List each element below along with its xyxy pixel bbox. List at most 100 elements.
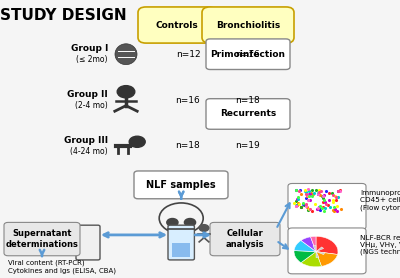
Text: n=19: n=19 xyxy=(236,142,260,150)
Circle shape xyxy=(129,136,145,147)
Point xyxy=(307,207,314,212)
Text: NLF-BCR repertoires
VHμ, VHγ, VHα
(NGS techniques): NLF-BCR repertoires VHμ, VHγ, VHα (NGS t… xyxy=(360,235,400,255)
FancyBboxPatch shape xyxy=(168,225,194,260)
Point xyxy=(306,198,313,202)
Point xyxy=(315,192,321,197)
Point xyxy=(316,207,322,211)
Point xyxy=(334,195,341,199)
Point xyxy=(295,195,302,199)
FancyBboxPatch shape xyxy=(202,7,294,43)
Point xyxy=(330,209,337,214)
Point xyxy=(302,188,308,193)
Point xyxy=(315,206,321,210)
Point xyxy=(298,205,304,210)
Point xyxy=(308,188,315,192)
Wedge shape xyxy=(294,240,316,252)
Point xyxy=(306,206,312,211)
Text: n=16: n=16 xyxy=(236,50,260,59)
Point xyxy=(304,187,311,192)
Point xyxy=(304,193,311,198)
Text: Primoinfection: Primoinfection xyxy=(210,50,286,59)
Point xyxy=(303,202,310,206)
Point xyxy=(332,193,338,198)
Point xyxy=(318,189,324,193)
Point xyxy=(307,192,313,197)
Point xyxy=(303,190,309,194)
Circle shape xyxy=(117,86,135,98)
Point xyxy=(308,191,314,195)
Point xyxy=(305,198,312,203)
Point xyxy=(292,188,299,193)
Point xyxy=(320,195,326,200)
Point xyxy=(313,188,319,192)
Point xyxy=(292,204,299,208)
Point xyxy=(314,207,320,211)
Wedge shape xyxy=(294,251,316,263)
Text: Viral content (RT-PCR)
Cytokines and Igs (ELISA, CBA): Viral content (RT-PCR) Cytokines and Igs… xyxy=(8,260,116,274)
Point xyxy=(306,194,312,198)
Point xyxy=(291,201,298,205)
Point xyxy=(294,202,300,207)
Point xyxy=(322,200,328,204)
Text: (2-4 mo): (2-4 mo) xyxy=(75,101,108,110)
Circle shape xyxy=(184,219,196,226)
Point xyxy=(302,189,308,194)
Point xyxy=(322,201,329,206)
Point xyxy=(316,204,323,208)
Point xyxy=(303,196,310,200)
FancyBboxPatch shape xyxy=(288,183,366,229)
Point xyxy=(320,199,326,204)
Text: n=18: n=18 xyxy=(176,142,200,150)
Text: Immunoprofiling
CD45+ cells
(Flow cytometry): Immunoprofiling CD45+ cells (Flow cytome… xyxy=(360,190,400,211)
Wedge shape xyxy=(310,236,316,252)
Point xyxy=(316,189,323,194)
Point xyxy=(292,203,299,207)
Point xyxy=(293,204,300,208)
Point xyxy=(308,194,315,198)
Text: Controls: Controls xyxy=(156,21,198,29)
Point xyxy=(333,195,339,199)
Point xyxy=(338,207,344,211)
Text: Group III: Group III xyxy=(64,136,108,145)
Point xyxy=(314,192,321,196)
Point xyxy=(294,197,300,201)
Point xyxy=(296,202,302,206)
FancyBboxPatch shape xyxy=(138,7,216,43)
Circle shape xyxy=(199,225,209,231)
Point xyxy=(298,205,305,209)
Point xyxy=(330,197,336,202)
Point xyxy=(320,194,326,198)
Point xyxy=(315,191,322,195)
Point xyxy=(325,203,331,207)
Point xyxy=(319,206,326,210)
Wedge shape xyxy=(316,236,338,254)
Point xyxy=(297,187,303,192)
Text: Group I: Group I xyxy=(71,44,108,53)
Wedge shape xyxy=(316,252,325,255)
FancyBboxPatch shape xyxy=(134,171,228,199)
Point xyxy=(293,188,299,193)
Wedge shape xyxy=(301,237,316,252)
Point xyxy=(334,189,341,193)
Point xyxy=(306,207,312,212)
FancyBboxPatch shape xyxy=(206,39,290,70)
Point xyxy=(326,190,332,195)
Point xyxy=(306,188,312,193)
Point xyxy=(333,208,340,213)
Text: NLF samples: NLF samples xyxy=(146,180,216,190)
Point xyxy=(326,197,332,202)
Point xyxy=(330,200,336,204)
Ellipse shape xyxy=(115,44,137,64)
Point xyxy=(306,192,312,196)
Point xyxy=(328,191,335,195)
Point xyxy=(317,208,324,212)
Wedge shape xyxy=(301,252,322,267)
Wedge shape xyxy=(316,247,324,252)
FancyBboxPatch shape xyxy=(76,225,100,260)
Point xyxy=(334,204,340,208)
Point xyxy=(298,192,304,196)
Point xyxy=(335,189,342,193)
Point xyxy=(317,193,323,197)
Point xyxy=(332,197,339,202)
Point xyxy=(329,207,336,212)
